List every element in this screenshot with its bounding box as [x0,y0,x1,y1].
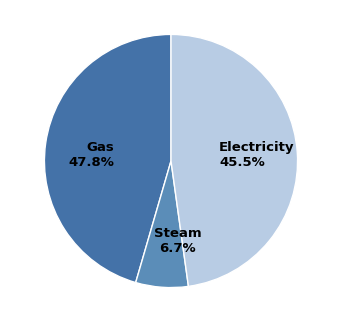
Text: Steam
6.7%: Steam 6.7% [154,227,201,255]
Text: Gas
47.8%: Gas 47.8% [68,141,114,169]
Wedge shape [171,34,298,286]
Wedge shape [44,34,171,282]
Text: Electricity
45.5%: Electricity 45.5% [219,141,294,169]
Wedge shape [136,161,188,288]
